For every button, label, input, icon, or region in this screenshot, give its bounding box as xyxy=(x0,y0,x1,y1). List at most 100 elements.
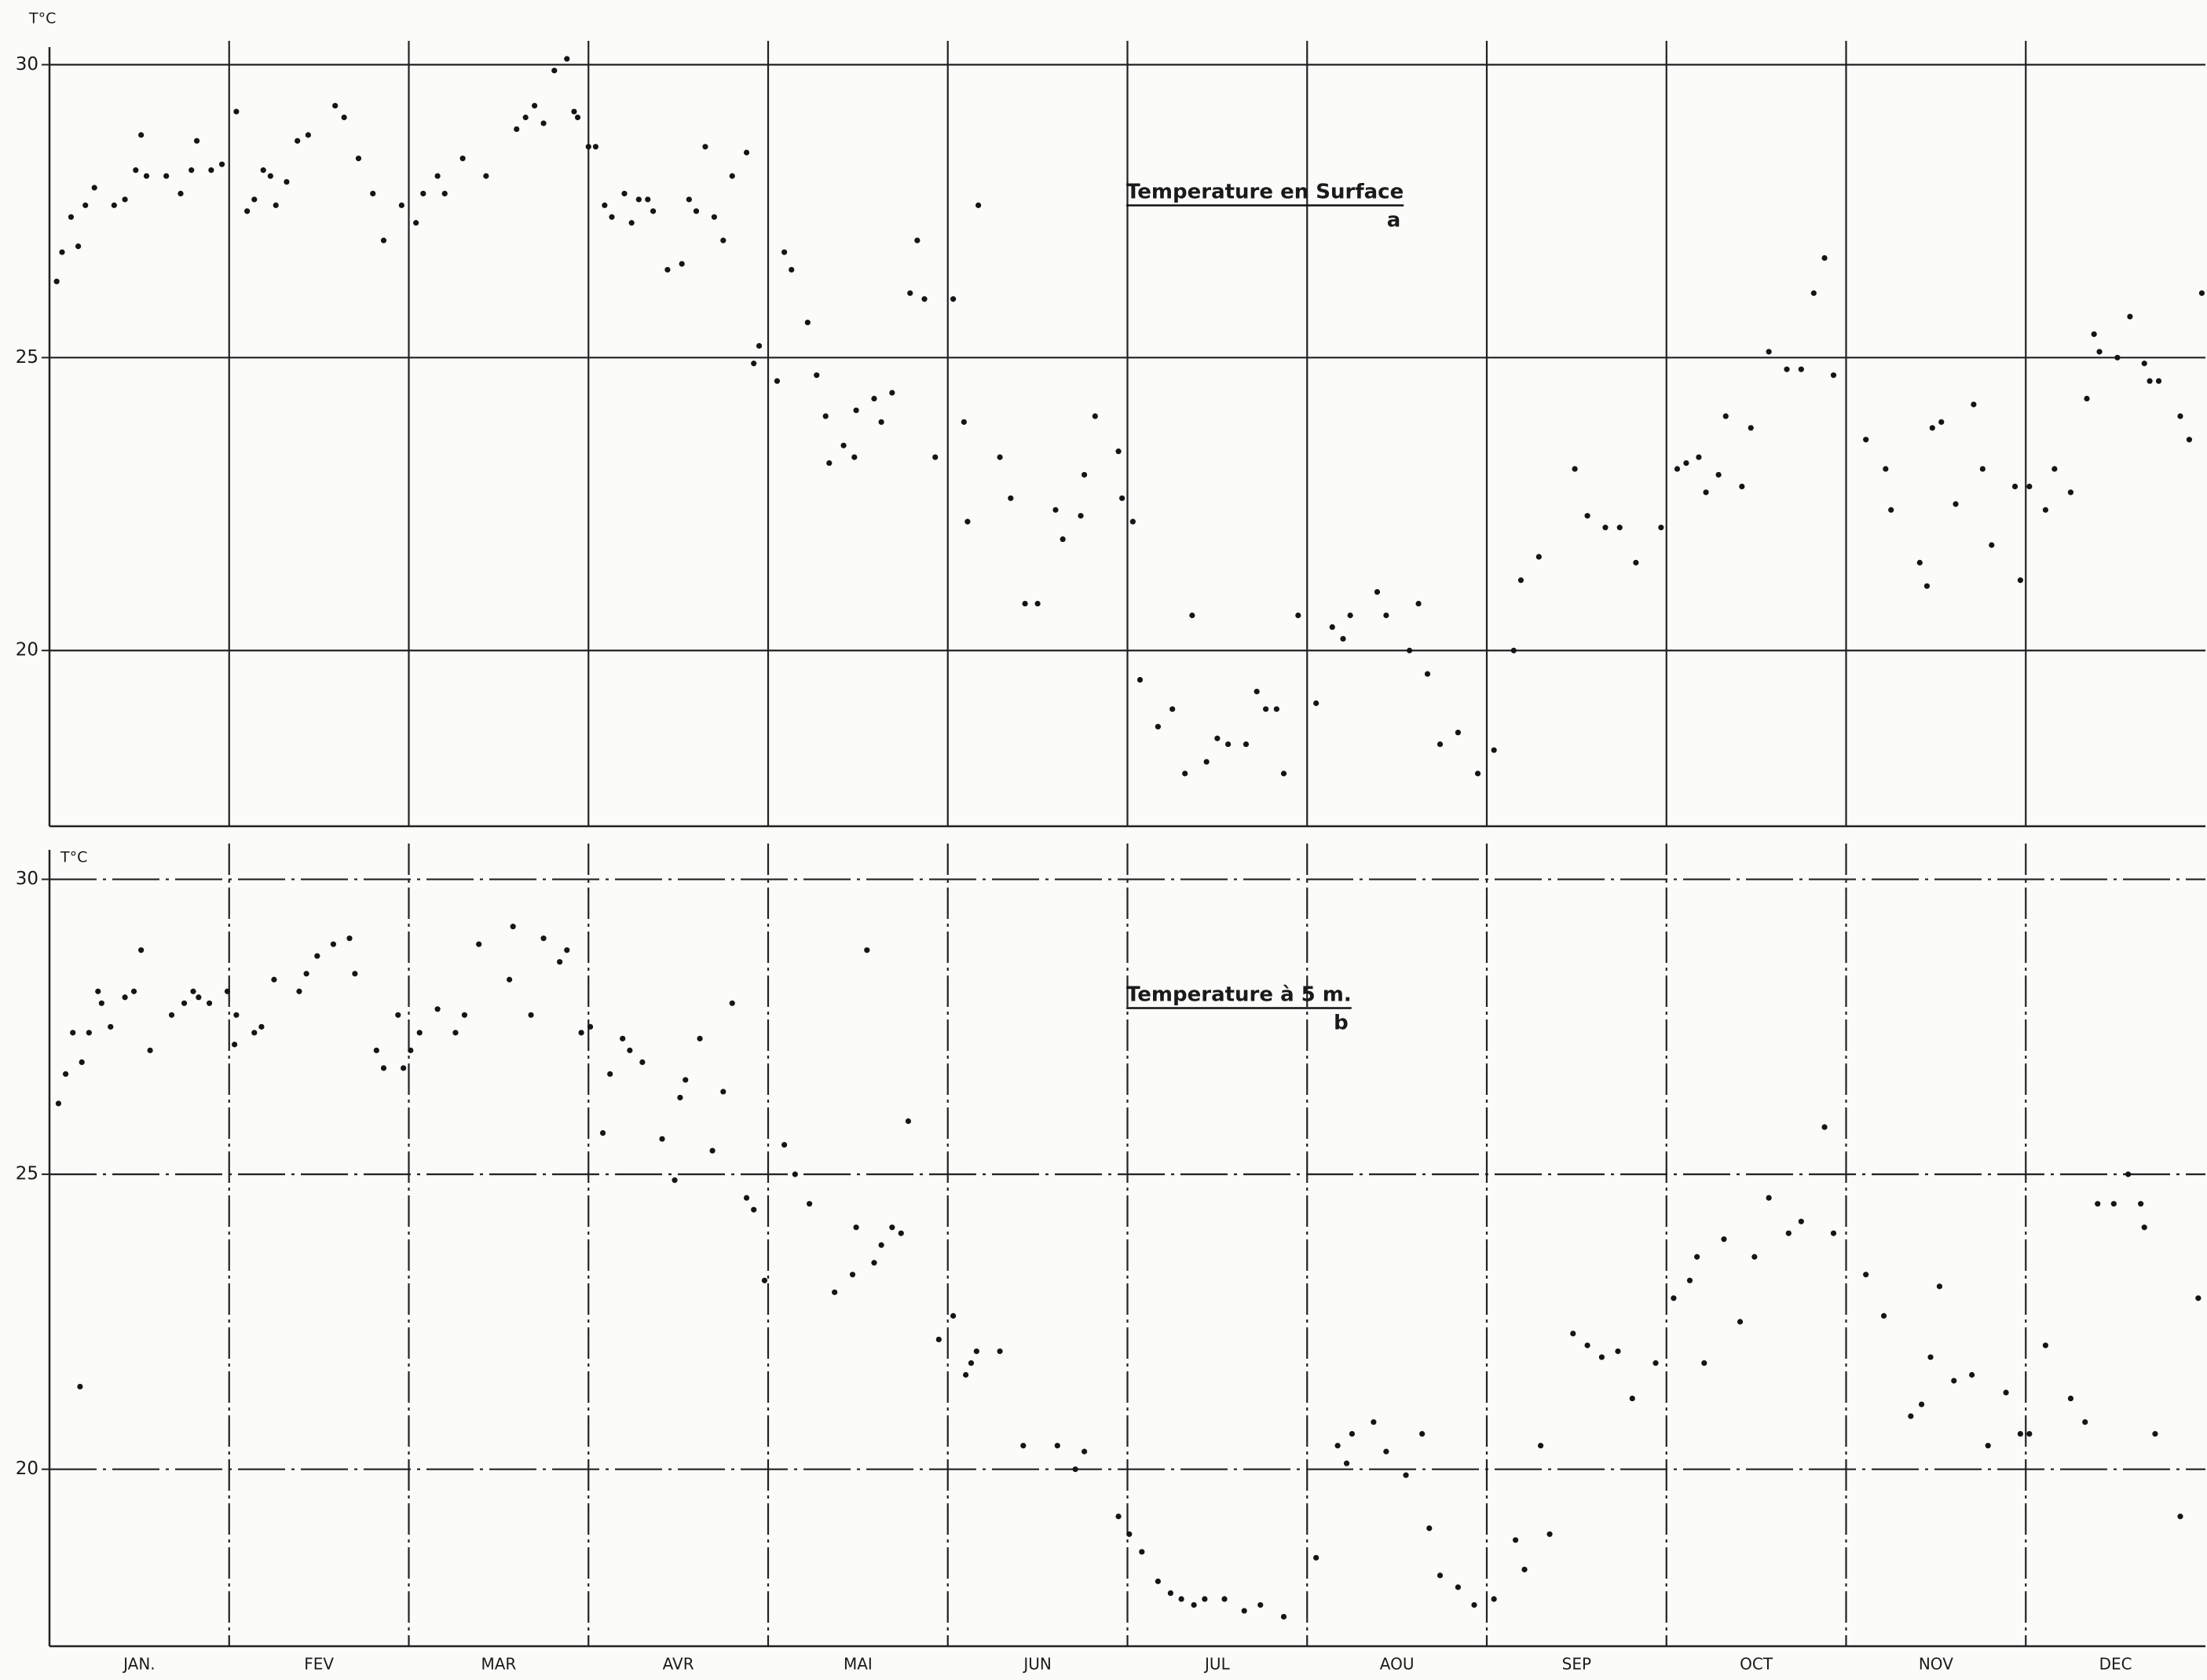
data-point xyxy=(224,988,231,994)
data-point xyxy=(997,1348,1003,1355)
data-point xyxy=(1748,425,1754,431)
data-point xyxy=(1060,536,1066,543)
data-point xyxy=(190,988,196,994)
data-point xyxy=(251,196,258,203)
data-point xyxy=(697,1035,703,1041)
data-point xyxy=(1340,635,1346,642)
data-point xyxy=(1437,741,1444,748)
data-point xyxy=(143,173,150,179)
data-point xyxy=(1880,1312,1887,1319)
data-point xyxy=(814,372,820,379)
data-point xyxy=(743,1195,750,1201)
data-point xyxy=(964,518,971,525)
y-tick-label: 20 xyxy=(16,640,38,661)
data-point xyxy=(1202,1596,1208,1602)
data-point xyxy=(53,278,60,284)
data-point xyxy=(792,1171,798,1177)
data-point xyxy=(532,102,538,109)
data-point xyxy=(1139,1549,1145,1555)
data-point xyxy=(1034,600,1041,607)
data-point xyxy=(1616,525,1623,531)
data-point xyxy=(1474,770,1481,777)
data-point xyxy=(1683,459,1689,467)
data-point xyxy=(961,419,967,425)
data-point xyxy=(2096,349,2103,355)
data-point xyxy=(138,132,145,138)
data-point xyxy=(91,185,97,191)
data-point xyxy=(232,1041,238,1048)
data-point xyxy=(1167,1590,1173,1596)
data-point xyxy=(507,976,513,983)
data-point xyxy=(578,1030,584,1036)
data-point xyxy=(889,1224,895,1231)
x-tick-label: OCT xyxy=(1740,1655,1773,1674)
data-point xyxy=(1203,759,1210,765)
data-point xyxy=(1538,1443,1544,1449)
data-point xyxy=(2017,1431,2023,1437)
data-point xyxy=(395,1012,401,1018)
data-point xyxy=(1979,466,1986,472)
x-tick-label: AOU xyxy=(1380,1655,1415,1674)
data-point xyxy=(628,220,635,226)
data-point xyxy=(133,167,139,174)
data-point xyxy=(602,202,608,208)
data-point xyxy=(355,156,362,162)
data-point xyxy=(1126,1531,1133,1537)
panel-label: b xyxy=(1334,1012,1349,1035)
data-point xyxy=(2017,577,2023,584)
data-point xyxy=(709,1147,716,1154)
data-point xyxy=(2067,1395,2074,1402)
data-point xyxy=(219,161,225,167)
data-point xyxy=(1263,706,1269,712)
data-point xyxy=(1115,448,1122,455)
data-point xyxy=(761,1277,768,1283)
data-point xyxy=(434,173,441,179)
data-point xyxy=(1798,1218,1804,1224)
data-point xyxy=(1938,419,1945,425)
data-point xyxy=(914,237,920,243)
data-point xyxy=(1407,647,1413,653)
data-point xyxy=(574,114,581,121)
data-point xyxy=(963,1371,969,1378)
data-point xyxy=(1491,747,1497,753)
data-point xyxy=(2155,378,2162,384)
data-point xyxy=(68,214,75,220)
data-point xyxy=(751,1206,757,1213)
data-point xyxy=(1936,1283,1943,1290)
data-point xyxy=(1674,466,1681,472)
x-tick-label: JUN xyxy=(1022,1655,1052,1674)
data-point xyxy=(1455,730,1461,736)
data-point xyxy=(1985,1443,1991,1449)
data-point xyxy=(420,190,426,197)
data-point xyxy=(59,249,65,255)
data-point xyxy=(1419,1431,1426,1437)
data-point xyxy=(233,108,240,115)
data-point xyxy=(2186,437,2193,443)
data-point xyxy=(743,149,750,156)
data-point xyxy=(2152,1431,2158,1437)
data-point xyxy=(2051,466,2058,472)
data-point xyxy=(163,173,170,179)
y-tick-label: 30 xyxy=(16,54,38,75)
data-point xyxy=(968,1360,975,1367)
data-point xyxy=(1424,671,1431,677)
data-point xyxy=(686,196,692,203)
data-point xyxy=(645,196,651,203)
data-point xyxy=(1273,706,1279,712)
data-point xyxy=(1633,559,1639,565)
data-point xyxy=(1521,1566,1528,1572)
data-point xyxy=(1280,1613,1287,1620)
x-tick-label: AVR xyxy=(663,1655,694,1674)
data-point xyxy=(921,296,928,302)
data-point xyxy=(864,947,870,953)
data-point xyxy=(907,290,913,296)
data-point xyxy=(1929,425,1935,431)
data-point xyxy=(1703,489,1709,496)
data-point xyxy=(188,167,195,174)
data-point xyxy=(181,1000,188,1006)
data-point xyxy=(1918,1401,1925,1407)
y-axis-label: T°C xyxy=(28,10,56,27)
data-point xyxy=(635,196,642,203)
data-point xyxy=(62,1071,69,1078)
